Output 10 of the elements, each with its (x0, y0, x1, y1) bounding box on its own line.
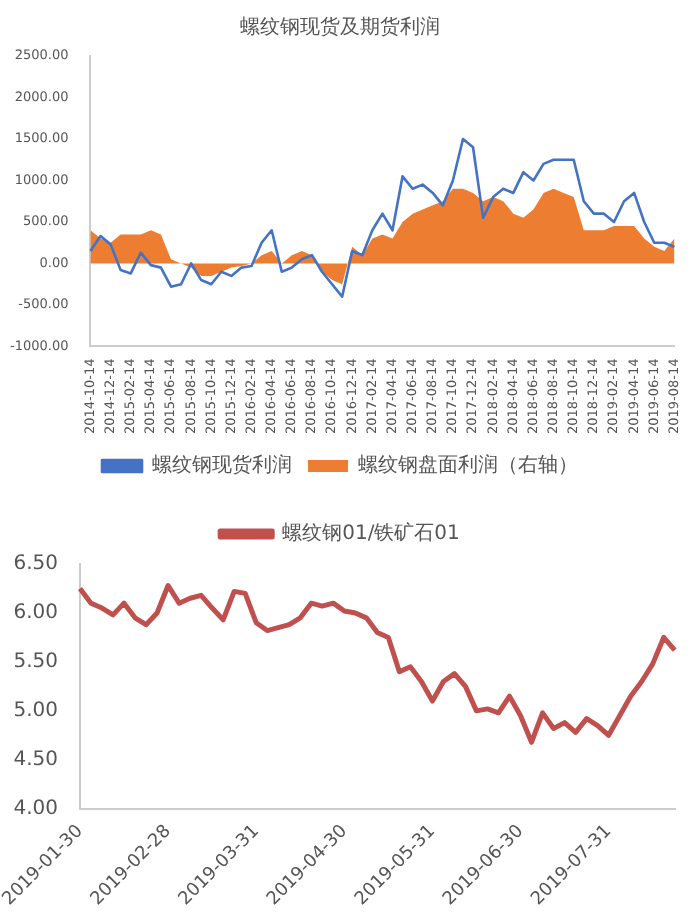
legend-label: 螺纹钢现货利润 (152, 453, 292, 478)
legend-label: 螺纹钢01/铁矿石01 (282, 521, 460, 546)
y-tick-label: 4.00 (13, 797, 58, 820)
legend-label: 螺纹钢盘面利润（右轴） (358, 453, 578, 478)
y-tick-label: 6.00 (13, 602, 58, 625)
y-tick-label: 5.50 (13, 651, 58, 674)
chart-title: 螺纹钢现货及期货利润 (240, 15, 440, 40)
y-tick-label: 5.00 (13, 700, 58, 723)
y-tick-label: 4.50 (13, 748, 58, 771)
y-tick-label: 6.50 (13, 553, 58, 576)
